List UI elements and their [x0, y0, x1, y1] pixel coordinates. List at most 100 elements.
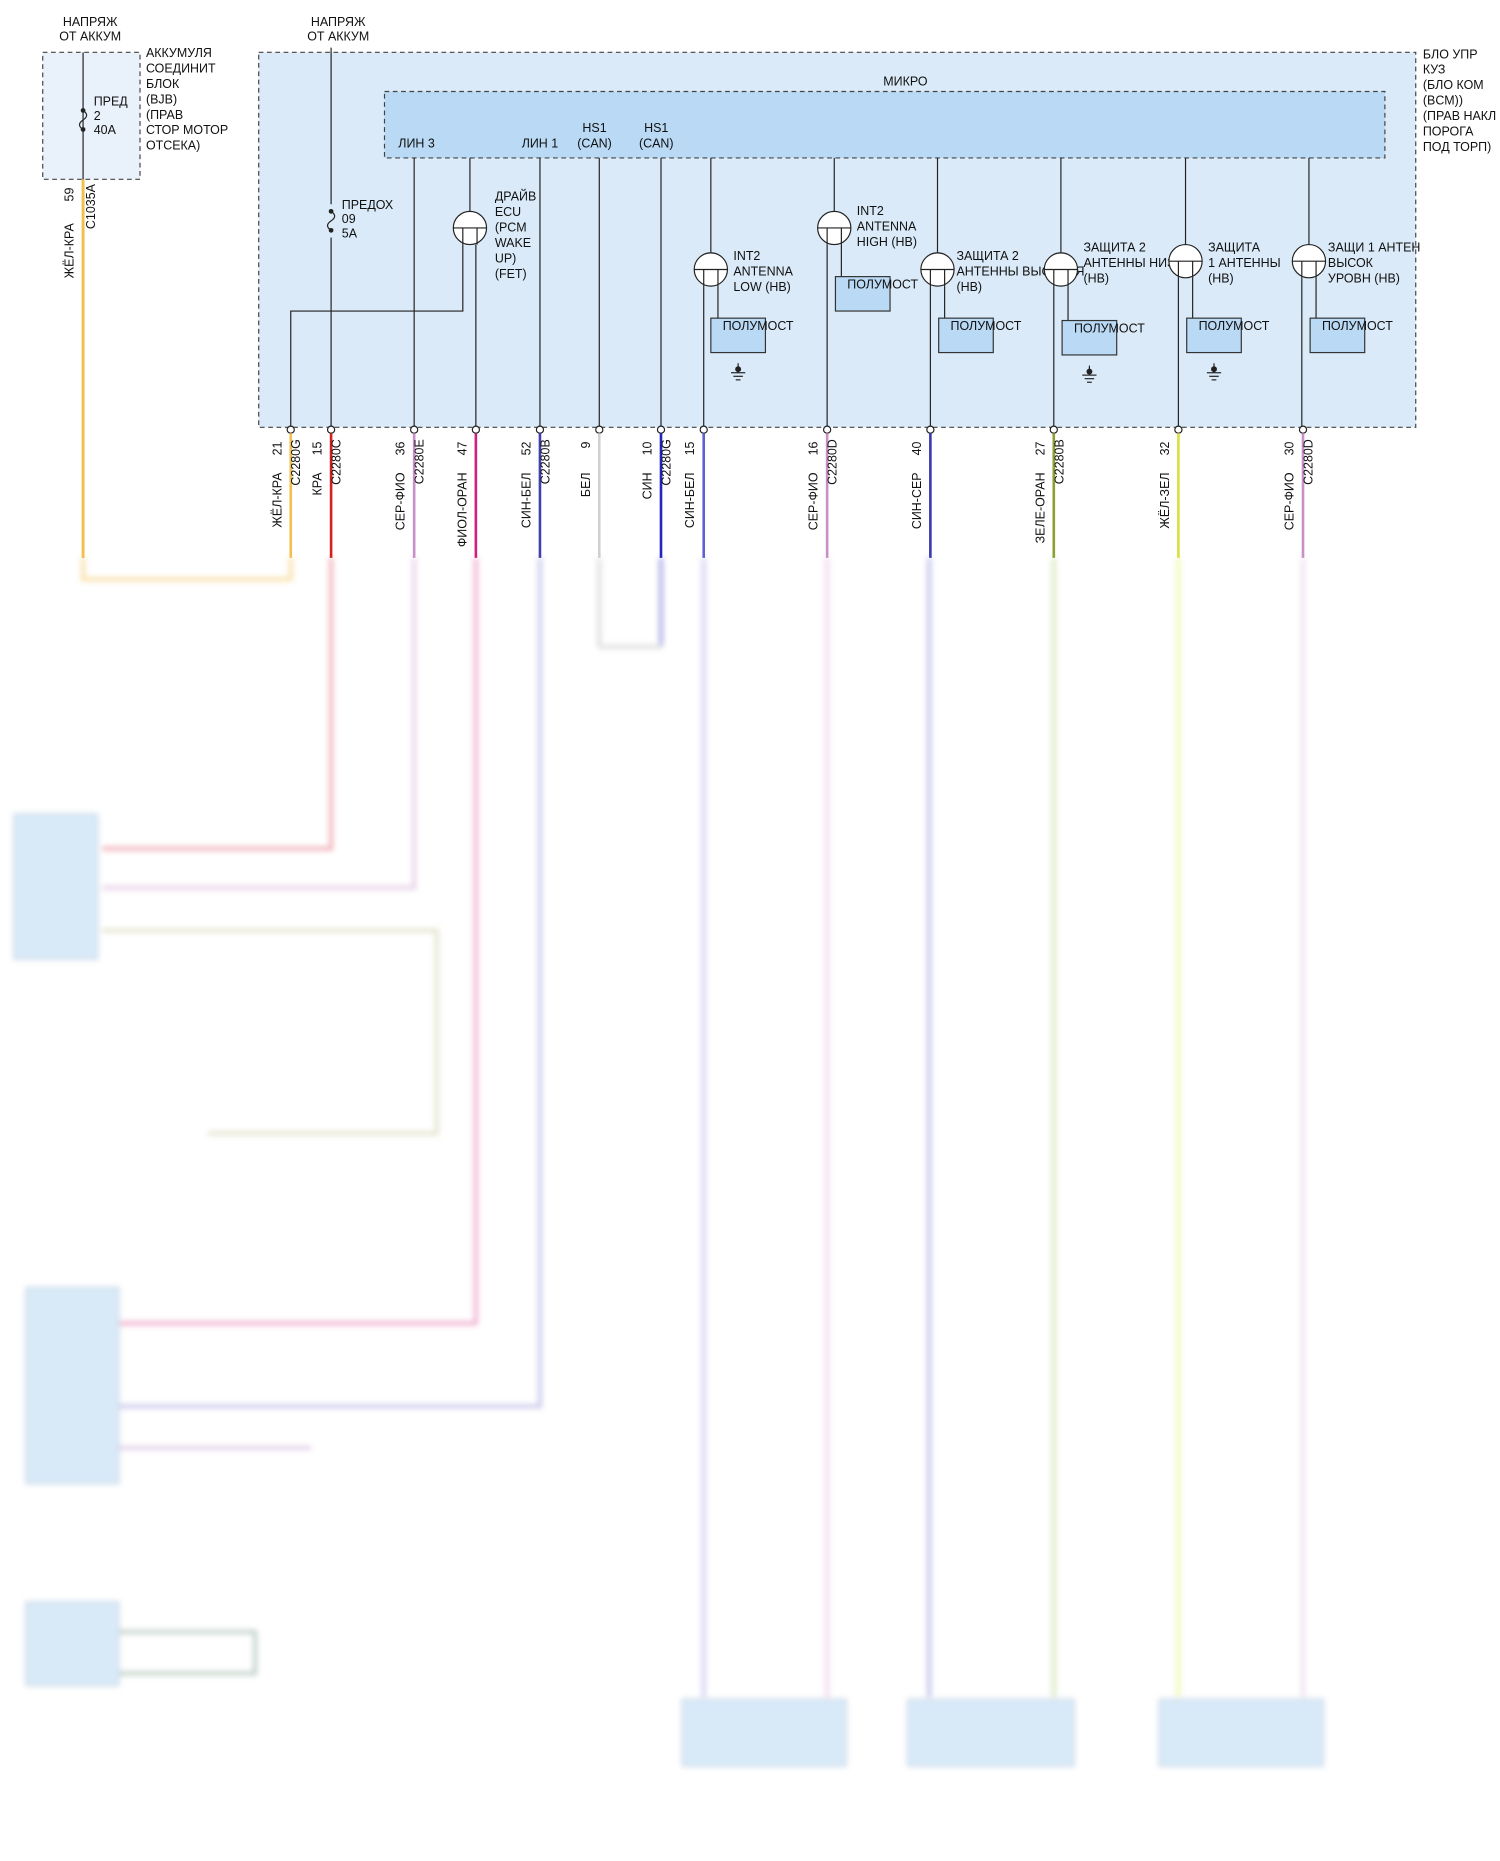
module-label: (ПРАВ НАКЛ	[1423, 109, 1496, 123]
component-box	[25, 1287, 120, 1485]
wire-label: ФИОЛ-ОРАН	[455, 472, 469, 547]
module-label: БЛО УПР	[1423, 47, 1478, 61]
half-bridge-label: ПОЛУМОСТ	[951, 319, 1022, 333]
pin	[326, 425, 336, 434]
fuse-label: 09	[342, 212, 356, 226]
port-label: HS1	[644, 121, 668, 135]
wire-label: ЖЁЛ-КРА	[63, 223, 77, 279]
half-bridge-box	[1061, 319, 1118, 356]
half-bridge-box	[1186, 317, 1242, 354]
wire	[118, 557, 542, 1409]
pin-number: 27	[1033, 442, 1047, 456]
module-label: (BCM))	[1423, 94, 1463, 108]
pin	[595, 425, 604, 434]
port-label: (CAN)	[639, 136, 674, 150]
fuse-dot	[80, 127, 86, 132]
wire	[102, 557, 416, 890]
component-box	[1158, 1698, 1324, 1767]
module-label: (ПРАВ	[146, 108, 183, 122]
connector-label: C2280D	[1302, 439, 1316, 485]
driver-label: УРОВН (HB)	[1328, 272, 1400, 286]
fuse-label: 2	[94, 109, 101, 123]
connector-label: C2280E	[413, 439, 427, 484]
fuse-dot	[328, 208, 334, 214]
wire-label: ЖЁЛ-КРА	[270, 472, 284, 528]
connector-label: C2280B	[538, 439, 552, 484]
supply-label: ОТ АККУМ	[59, 29, 121, 43]
port-label: ЛИН 3	[398, 136, 435, 150]
fuse-label: 40А	[94, 123, 117, 137]
pin-number: 15	[683, 442, 697, 456]
component-box	[13, 813, 98, 960]
half-bridge-box	[938, 317, 994, 354]
wire-label: ЗЕЛЕ-ОРАН	[1033, 472, 1047, 543]
half-bridge-box	[1309, 317, 1366, 354]
connector-label: C2280D	[826, 439, 840, 485]
connector-label: C2280B	[1052, 439, 1066, 484]
driver-label: ЗАЩИТА 2	[1083, 241, 1145, 255]
wire	[118, 557, 478, 1326]
wire-label: СИН-БЕЛ	[519, 472, 533, 528]
module-label: ОТСЕКА)	[146, 139, 200, 153]
bjb-box	[42, 51, 141, 180]
fuse-dot	[80, 108, 86, 113]
pin-number: 59	[63, 188, 77, 202]
ground-dot	[1086, 368, 1093, 375]
pin-number: 36	[394, 442, 408, 456]
pin	[471, 425, 481, 434]
wire-label: ЖЁЛ-ЗЕЛ	[1158, 472, 1172, 528]
pin	[822, 425, 832, 434]
connector-label: C1035A	[84, 183, 98, 229]
wire	[290, 244, 464, 428]
wire-label: СЕР-ФИО	[1283, 472, 1297, 530]
half-bridge-label: ПОЛУМОСТ	[723, 319, 794, 333]
driver-label: LOW (HB)	[733, 280, 790, 294]
driver-label: ANTENNA	[733, 264, 793, 278]
wire-label: СИН	[641, 472, 655, 499]
pin	[656, 425, 666, 434]
module-label: ПОРОГА	[1423, 124, 1474, 138]
micro-label: МИКРО	[883, 75, 928, 89]
connector-label: C2280C	[330, 439, 344, 485]
pin-number: 32	[1158, 442, 1172, 456]
module-label: АККУМУЛЯ	[146, 46, 212, 60]
port-label: (CAN)	[577, 136, 612, 150]
wire	[102, 928, 439, 1136]
driver-label: (HB)	[1083, 272, 1109, 286]
pin	[699, 425, 708, 434]
fuse-label: ПРЕДОХ	[342, 198, 394, 212]
port-label: ЛИН 1	[522, 136, 559, 150]
wire	[102, 557, 333, 851]
module-label: ПОД ТОРП)	[1423, 140, 1491, 154]
wire-label: КРА	[311, 472, 325, 496]
pin	[1298, 425, 1308, 434]
module-label: СТОР МОТОР	[146, 123, 228, 137]
wire	[81, 557, 293, 582]
half-bridge-label: ПОЛУМОСТ	[1322, 319, 1393, 333]
half-bridge-box	[710, 317, 767, 354]
supply-label: НАПРЯЖ	[311, 15, 366, 29]
half-bridge-label: ПОЛУМОСТ	[847, 277, 918, 291]
pin-number: 21	[270, 442, 284, 456]
pin-number: 40	[910, 442, 924, 456]
driver-label: HIGH (HB)	[857, 235, 917, 249]
component-box	[25, 1601, 120, 1686]
driver-label: ЗАЩИ 1 АНТЕН	[1328, 241, 1421, 255]
half-bridge-label: ПОЛУМОСТ	[1199, 319, 1270, 333]
pin	[410, 425, 419, 434]
driver-label: (PCM	[495, 221, 527, 235]
fuse-label: ПРЕД	[94, 95, 129, 109]
driver-label: INT2	[733, 249, 760, 263]
pin	[286, 425, 295, 434]
pin-number: 15	[311, 442, 325, 456]
module-label: БЛОК	[146, 77, 180, 91]
pin-number: 10	[641, 442, 655, 456]
component-box	[907, 1698, 1075, 1767]
module-label: КУЗ	[1423, 63, 1446, 77]
ground-dot	[1211, 366, 1217, 373]
fuse	[326, 210, 336, 231]
connector-label: C2280G	[659, 439, 673, 485]
driver-label: ЗАЩИТА 2	[956, 249, 1018, 263]
micro-box	[383, 90, 1386, 159]
driver-label: ANTENNA	[857, 219, 917, 233]
